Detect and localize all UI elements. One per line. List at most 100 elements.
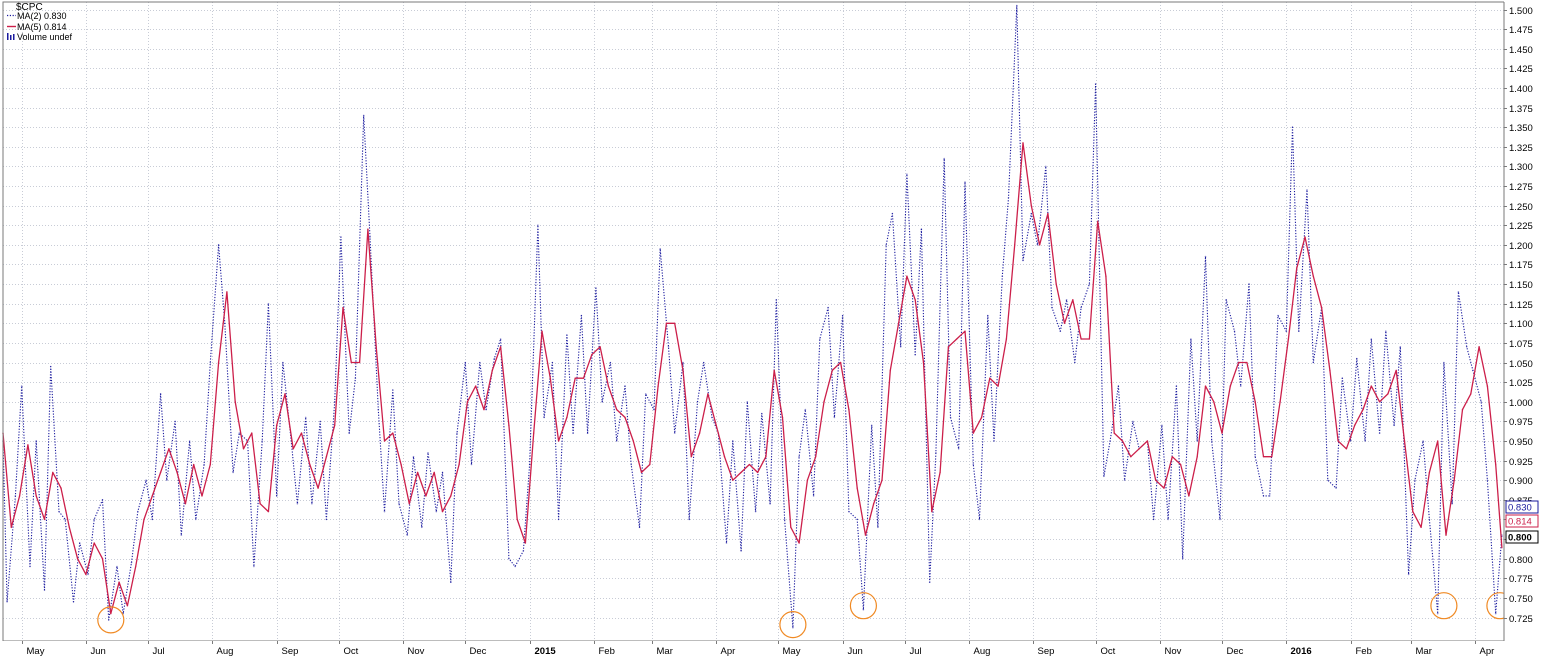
data-point-ma2 [1045, 165, 1047, 168]
data-point-ma2 [993, 440, 995, 442]
data-point-ma5 [226, 291, 228, 293]
value-tag-label: 0.830 [1508, 503, 1532, 514]
data-point-ma2 [6, 601, 8, 603]
data-point-ma2 [508, 557, 510, 560]
series-line-ma2 [2, 5, 1503, 629]
value-tag-ma5: 0.814 [1505, 514, 1539, 528]
x-tick-label: Apr [721, 646, 736, 657]
data-point-ma2 [537, 224, 539, 226]
data-point-ma5 [1196, 455, 1198, 458]
data-point-ma2 [1254, 455, 1256, 458]
data-point-ma5 [367, 228, 369, 230]
data-point-ma2 [1030, 212, 1033, 215]
data-point-ma2 [1196, 440, 1198, 442]
data-point-ma2 [928, 581, 931, 583]
x-tick-label: Sep [282, 646, 299, 657]
data-point-ma5 [698, 432, 701, 434]
value-tag-box [1505, 514, 1539, 528]
data-point-ma5 [375, 346, 378, 348]
data-point-ma5 [848, 408, 850, 411]
data-point-ma5 [1420, 526, 1422, 529]
data-point-ma2 [1285, 330, 1288, 333]
highlight-circle [1430, 592, 1458, 620]
data-point-ma5 [466, 401, 469, 403]
y-tick-label: 1.050 [1509, 359, 1533, 370]
data-point-ma5 [76, 557, 79, 560]
data-point-ma5 [416, 471, 419, 474]
data-point-ma5 [1378, 401, 1381, 403]
data-point-ma5 [151, 495, 154, 497]
data-point-ma5 [209, 463, 212, 466]
data-point-ma5 [143, 518, 145, 521]
data-point-ma2 [195, 518, 197, 521]
data-point-ma5 [1412, 510, 1414, 513]
data-point-ma5 [483, 408, 485, 411]
data-point-ma2 [1451, 502, 1453, 505]
data-point-ma2 [987, 314, 989, 317]
data-point-ma5 [972, 432, 975, 434]
data-point-ma2 [145, 479, 147, 482]
data-point-ma5 [897, 322, 900, 325]
data-point-ma5 [1337, 440, 1339, 442]
value-tags: 0.830 0.814 0.800 [1505, 500, 1539, 544]
data-point-ma5 [740, 471, 742, 474]
data-point-ma2 [827, 306, 829, 309]
data-point-ma5 [1501, 546, 1503, 549]
data-point-ma2 [72, 601, 75, 603]
y-tick-label: 1.300 [1509, 162, 1533, 173]
data-point-ma2 [1036, 244, 1039, 246]
data-point-ma2 [891, 212, 894, 215]
data-point-ma2 [1356, 357, 1358, 360]
data-point-ma2 [1268, 495, 1271, 497]
y-tick-label: 0.925 [1509, 457, 1533, 468]
data-point-ma5 [1262, 455, 1265, 458]
data-point-ma2 [557, 518, 560, 521]
value-tag-label: 0.800 [1508, 533, 1532, 544]
data-point-ma2 [528, 463, 531, 466]
data-point-ma2 [638, 526, 641, 529]
data-point-ma5 [1494, 463, 1497, 466]
data-point-ma2 [819, 338, 821, 340]
x-tick-label: Aug [217, 646, 234, 657]
data-point-ma5 [1395, 369, 1397, 372]
data-point-ma5 [1279, 401, 1281, 403]
data-point-ma2 [551, 361, 554, 364]
data-point-ma5 [939, 471, 941, 474]
data-point-ma2 [296, 502, 299, 505]
data-point-ma2 [833, 416, 836, 419]
data-point-ma2 [601, 401, 603, 403]
x-tick-label: Jun [848, 646, 863, 657]
data-point-ma2 [369, 236, 371, 238]
data-point-ma2 [485, 408, 487, 411]
data-point-ma2 [862, 608, 865, 611]
y-tick-label: 1.175 [1509, 260, 1533, 271]
legend-item-ma2: MA(2) 0.830 [7, 11, 67, 21]
data-point-ma5 [118, 581, 120, 583]
y-tick-label: 1.400 [1509, 84, 1533, 95]
data-point-ma2 [93, 518, 95, 521]
value-tag-label: 0.814 [1508, 517, 1532, 528]
data-point-ma2 [702, 361, 705, 364]
data-point-ma5 [649, 463, 651, 466]
data-point-ma5 [1362, 408, 1364, 411]
data-point-ma2 [1210, 440, 1213, 442]
data-point-ma5 [1013, 244, 1016, 246]
data-point-ma2 [101, 499, 104, 501]
data-point-ma5 [93, 542, 95, 544]
data-point-ma5 [1146, 440, 1149, 442]
data-point-ma2 [383, 510, 386, 513]
legend-item-ma5: MA(5) 0.814 [7, 22, 67, 32]
data-point-ma5 [309, 463, 311, 466]
data-point-ma2 [798, 455, 800, 458]
data-point-ma5 [997, 385, 999, 387]
data-point-ma5 [1295, 267, 1298, 270]
x-tick-label: Dec [470, 646, 487, 657]
data-point-ma2 [174, 420, 176, 423]
data-point-ma5 [1121, 440, 1124, 442]
data-point-ma2 [1204, 255, 1207, 258]
data-point-ma2 [1378, 432, 1381, 434]
series-layer [2, 4, 1503, 629]
data-point-ma2 [435, 510, 438, 513]
